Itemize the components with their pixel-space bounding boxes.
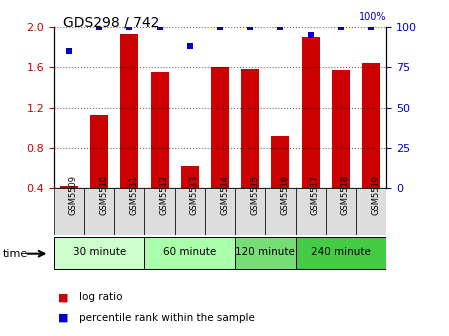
Text: GSM5514: GSM5514 xyxy=(220,175,229,215)
FancyBboxPatch shape xyxy=(175,188,205,235)
Text: log ratio: log ratio xyxy=(79,292,122,302)
Bar xyxy=(181,166,199,188)
Text: GSM5510: GSM5510 xyxy=(99,175,108,215)
Point xyxy=(247,24,254,30)
Bar xyxy=(271,136,290,188)
Text: 60 minute: 60 minute xyxy=(163,247,216,257)
Bar xyxy=(362,63,380,188)
Bar xyxy=(302,37,320,188)
Point xyxy=(307,32,314,38)
FancyBboxPatch shape xyxy=(54,188,84,235)
Text: GSM5515: GSM5515 xyxy=(250,175,259,215)
Point xyxy=(96,24,103,30)
Point xyxy=(156,24,163,30)
Point xyxy=(367,24,374,30)
Text: GSM5519: GSM5519 xyxy=(371,175,380,215)
Text: 100%: 100% xyxy=(359,12,386,22)
FancyBboxPatch shape xyxy=(114,188,145,235)
Bar xyxy=(241,69,259,188)
Text: ■: ■ xyxy=(58,292,69,302)
Text: ■: ■ xyxy=(58,312,69,323)
Text: GSM5517: GSM5517 xyxy=(311,175,320,215)
FancyBboxPatch shape xyxy=(235,188,265,235)
Text: GSM5516: GSM5516 xyxy=(281,175,290,215)
FancyBboxPatch shape xyxy=(84,188,114,235)
Point xyxy=(66,48,73,54)
Text: percentile rank within the sample: percentile rank within the sample xyxy=(79,312,255,323)
Point xyxy=(277,24,284,30)
Point xyxy=(337,24,344,30)
Text: time: time xyxy=(2,249,27,259)
Text: 240 minute: 240 minute xyxy=(311,247,371,257)
FancyBboxPatch shape xyxy=(54,237,145,269)
FancyBboxPatch shape xyxy=(265,188,295,235)
FancyBboxPatch shape xyxy=(235,237,295,269)
Bar xyxy=(150,72,169,188)
Bar xyxy=(60,186,78,188)
Text: 120 minute: 120 minute xyxy=(235,247,295,257)
FancyBboxPatch shape xyxy=(295,188,326,235)
Text: GSM5509: GSM5509 xyxy=(69,175,78,215)
Text: GSM5513: GSM5513 xyxy=(190,175,199,215)
Text: GSM5512: GSM5512 xyxy=(159,175,168,215)
Bar xyxy=(120,34,138,188)
Point xyxy=(186,44,194,49)
Bar xyxy=(332,70,350,188)
FancyBboxPatch shape xyxy=(205,188,235,235)
Text: 30 minute: 30 minute xyxy=(73,247,126,257)
Bar xyxy=(211,67,229,188)
FancyBboxPatch shape xyxy=(145,188,175,235)
FancyBboxPatch shape xyxy=(356,188,386,235)
Text: GDS298 / 742: GDS298 / 742 xyxy=(63,15,159,29)
FancyBboxPatch shape xyxy=(295,237,386,269)
Bar xyxy=(90,115,108,188)
Text: GSM5511: GSM5511 xyxy=(129,175,138,215)
Text: GSM5518: GSM5518 xyxy=(341,175,350,215)
FancyBboxPatch shape xyxy=(145,237,235,269)
Point xyxy=(126,24,133,30)
FancyBboxPatch shape xyxy=(326,188,356,235)
Point xyxy=(216,24,224,30)
